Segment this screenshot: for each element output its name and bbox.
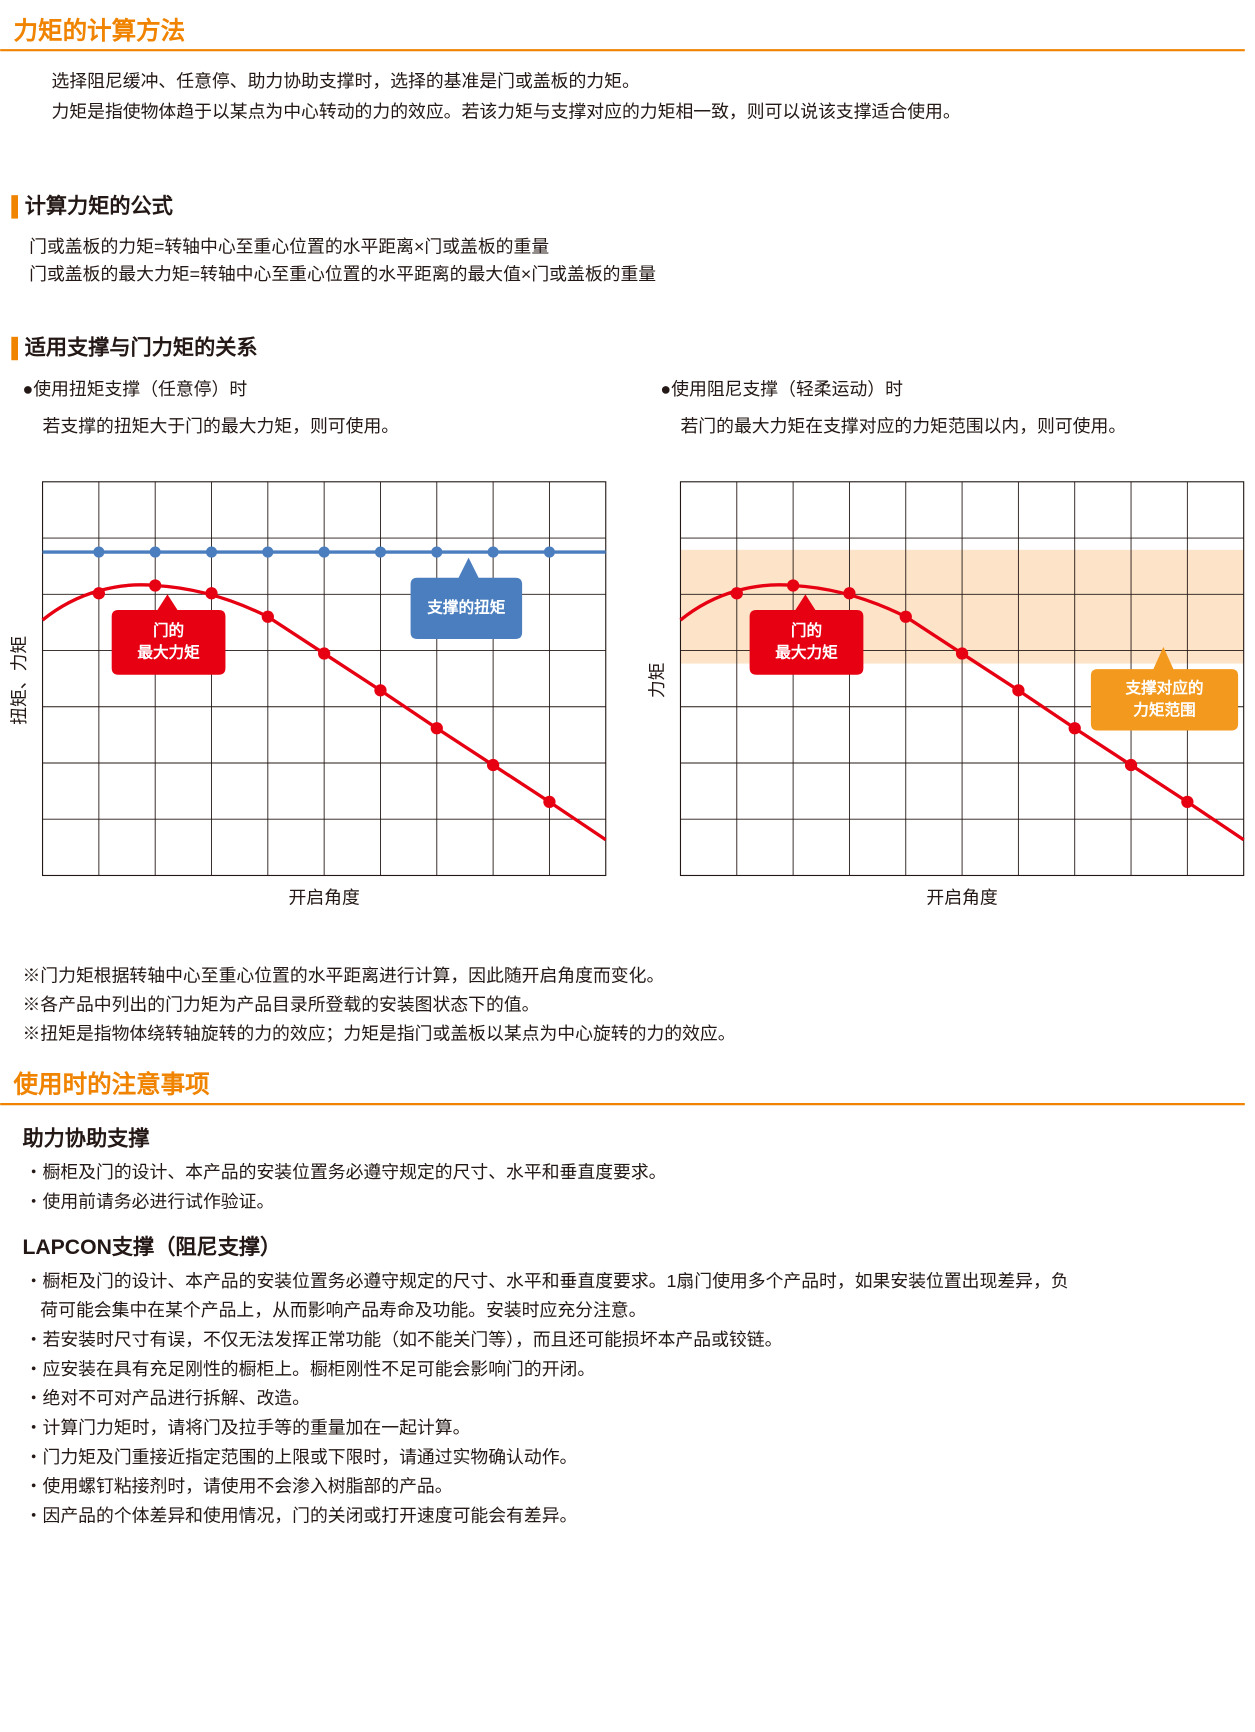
support-dot	[543, 546, 556, 558]
caution-line: ・若安装时尺寸有误，不仅无法发挥正常功能（如不能关门等），而且还可能损坏本产品或…	[25, 1329, 783, 1349]
door-moment-curve	[41, 583, 607, 842]
formula-line: 门或盖板的最大力矩=转轴中心至重心位置的水平距离的最大值×门或盖板的重量	[29, 264, 656, 284]
door-dot	[1068, 722, 1081, 735]
support-dot	[374, 546, 387, 558]
subsection-title: 计算力矩的公式	[25, 193, 173, 218]
support-dot	[149, 546, 161, 558]
caution-line: ・应安装在具有充足刚性的橱柜上。橱柜刚性不足可能会影响门的开闭。	[25, 1359, 596, 1379]
door-dot	[374, 684, 387, 697]
section-title: 使用时的注意事项	[13, 1070, 211, 1099]
door-label-text: 门的	[153, 620, 184, 639]
door-dot	[843, 587, 856, 600]
subsection-title: 适用支撑与门力矩的关系	[25, 335, 258, 360]
support-dot	[262, 546, 274, 558]
caution-line: ・因产品的个体差异和使用情况，门的关闭或打开速度可能会有差异。	[25, 1505, 578, 1525]
support-dot	[318, 546, 330, 558]
door-label	[749, 594, 864, 675]
formula-line: 门或盖板的力矩=转轴中心至重心位置的水平距离×门或盖板的重量	[29, 236, 549, 256]
support-label-text: 支撑的扭矩	[426, 597, 505, 616]
caution-line: ・使用前请务必进行试作验证。	[25, 1191, 275, 1211]
note-line: ※门力矩根据转轴中心至重心位置的水平距离进行计算，因此随开启角度而变化。	[22, 966, 664, 986]
y-axis-label: 扭矩、力矩	[9, 636, 29, 725]
chart-desc: 若门的最大力矩在支撑对应的力矩范围以内，则可使用。	[680, 416, 1126, 436]
door-dot	[486, 758, 500, 772]
chart-frame	[679, 481, 1245, 877]
caution-line: ・计算门力矩时，请将门及拉手等的重量加在一起计算。	[25, 1417, 471, 1437]
door-dot	[786, 579, 800, 592]
door-label-text: 最大力矩	[137, 643, 200, 662]
x-axis-label: 开启角度	[288, 888, 359, 908]
door-dot	[92, 587, 106, 600]
support-dot	[93, 546, 105, 558]
support-label-text: 力矩范围	[1133, 700, 1195, 719]
door-label	[111, 594, 226, 675]
group-title: 助力协助支撑	[22, 1126, 149, 1150]
sub-marker	[11, 336, 19, 361]
chart-frame	[41, 481, 607, 877]
door-dot	[730, 587, 743, 600]
support-dot	[205, 546, 218, 558]
door-label-text: 门的	[791, 620, 822, 639]
door-dot	[430, 722, 443, 735]
intro-line: 力矩是指使物体趋于以某点为中心转动的力的效应。若该力矩与支撑对应的力矩相一致，则…	[51, 101, 960, 121]
caution-line: ・使用螺钉粘接剂时，请使用不会渗入树脂部的产品。	[25, 1476, 453, 1496]
chart-desc: 若支撑的扭矩大于门的最大力矩，则可使用。	[43, 416, 400, 436]
caution-line: ・门力矩及门重接近指定范围的上限或下限时，请通过实物确认动作。	[25, 1447, 578, 1467]
door-dot	[1012, 684, 1025, 697]
door-moment-curve	[679, 583, 1245, 842]
y-axis-label: 力矩	[647, 662, 667, 698]
door-dot	[1181, 795, 1194, 809]
note-line: ※扭矩是指物体绕转轴旋转的力的效应；力矩是指门或盖板以某点为中心旋转的力的效应。	[22, 1024, 735, 1044]
door-dot	[149, 579, 162, 592]
support-dot	[431, 546, 443, 558]
caution-line: ・橱柜及门的设计、本产品的安装位置务必遵守规定的尺寸、水平和垂直度要求。1扇门使…	[25, 1271, 1069, 1291]
support-label	[410, 557, 523, 640]
intro-line: 选择阻尼缓冲、任意停、助力协助支撑时，选择的基准是门或盖板的力矩。	[51, 71, 639, 91]
chart-heading: ●使用阻尼支撑（轻柔运动）时	[660, 379, 903, 399]
x-axis-label: 开启角度	[926, 888, 997, 908]
door-dot	[261, 610, 274, 623]
caution-line: ・橱柜及门的设计、本产品的安装位置务必遵守规定的尺寸、水平和垂直度要求。	[25, 1162, 667, 1182]
note-line: ※各产品中列出的门力矩为产品目录所登载的安装图状态下的值。	[22, 995, 539, 1015]
caution-line: ・绝对不可对产品进行拆解、改造。	[25, 1388, 310, 1408]
door-dot	[899, 610, 912, 623]
door-label-text: 最大力矩	[775, 643, 838, 662]
door-dot	[318, 647, 331, 660]
sub-marker	[11, 195, 19, 219]
door-dot	[205, 587, 218, 600]
caution-line: 荷可能会集中在某个产品上，从而影响产品寿命及功能。安装时应充分注意。	[40, 1300, 646, 1320]
group-title: LAPCON支撑（阻尼支撑）	[22, 1235, 281, 1259]
door-dot	[1124, 758, 1138, 772]
door-dot	[543, 795, 556, 809]
support-label	[1090, 646, 1239, 731]
support-label-text: 支撑对应的	[1124, 678, 1203, 697]
section-title: 力矩的计算方法	[14, 16, 186, 45]
door-dot	[955, 647, 969, 660]
support-dot	[487, 546, 499, 558]
chart-heading: ●使用扭矩支撑（任意停）时	[22, 379, 247, 399]
